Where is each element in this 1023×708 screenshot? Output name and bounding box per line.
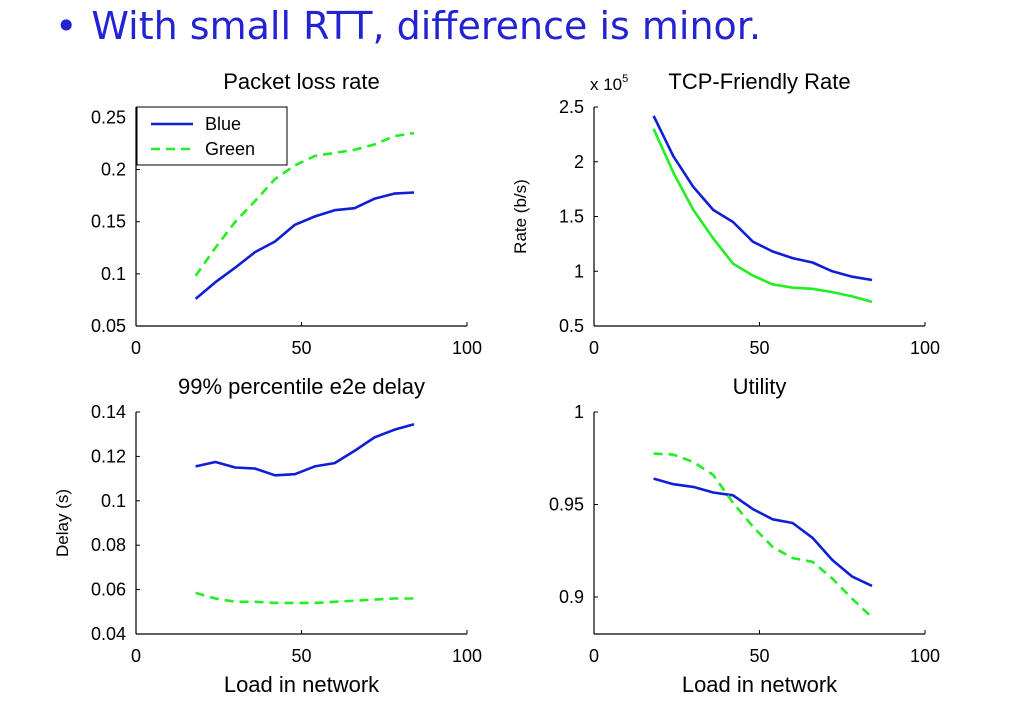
series-line-green (196, 593, 414, 603)
legend-label: Green (205, 139, 255, 159)
chart-delay: 0.04 0.06 0.08 0.1 0.12 0.14 0 50 100 99% percent… (53, 374, 482, 697)
chart-rate: 0.5 1 1.5 2 2.5 0 50 100 TCP-Friendly Rate x 105 R… (511, 69, 940, 358)
series-line-blue (196, 424, 414, 475)
y-tick-label: 1 (574, 402, 584, 422)
scale-note: x 105 (590, 73, 628, 94)
y-tick-label: 0.5 (559, 316, 584, 336)
x-tick-label: 100 (910, 338, 940, 358)
series-line-blue (196, 193, 414, 299)
chart-title: Packet loss rate (223, 69, 380, 94)
y-tick-label: 1.5 (559, 207, 584, 227)
chart-grid: 0.050.10.150.20.250 50 100Packet loss rate… (0, 0, 1023, 708)
y-tick-label: 0.1 (101, 264, 126, 284)
x-tick-label: 50 (291, 646, 311, 666)
y-tick-label: 0.04 (91, 624, 126, 644)
x-tick-label: 50 (291, 338, 311, 358)
series-line-blue (654, 479, 872, 586)
x-tick-label: 100 (452, 646, 482, 666)
x-axis-label: Load in network (682, 672, 838, 697)
y-tick-label: 0.2 (101, 160, 126, 180)
x-tick-label: 50 (749, 646, 769, 666)
x-tick-label: 0 (131, 646, 141, 666)
y-tick-label: 1 (574, 261, 584, 281)
chart-title: TCP-Friendly Rate (668, 69, 850, 94)
y-tick-label: 0.1 (101, 491, 126, 511)
y-tick-label: 2.5 (559, 97, 584, 117)
x-axis-label: Load in network (224, 672, 380, 697)
y-tick-label: 0.14 (91, 402, 126, 422)
y-tick-label: 0.08 (91, 535, 126, 555)
y-tick-label: 0.15 (91, 212, 126, 232)
x-tick-label: 0 (589, 338, 599, 358)
y-tick-label: 0.05 (91, 316, 126, 336)
chart-utility: 0.9 0.95 1 0 50 100 Utility Load in network (549, 374, 940, 697)
y-tick-label: 0.06 (91, 580, 126, 600)
series-line-green (654, 129, 872, 302)
y-tick-label: 0.12 (91, 446, 126, 466)
x-tick-label: 100 (452, 338, 482, 358)
x-tick-label: 50 (749, 338, 769, 358)
chart-loss: 0.05 0.1 0.15 0.2 0.25 0 50 100 Packet loss rate… (91, 69, 482, 358)
y-axis-label: Rate (b/s) (511, 179, 530, 254)
x-tick-label: 0 (589, 646, 599, 666)
y-tick-label: 0.9 (559, 587, 584, 607)
chart-title: Utility (733, 374, 787, 399)
series-line-green (654, 454, 872, 618)
x-tick-label: 100 (910, 646, 940, 666)
x-tick-label: 0 (131, 338, 141, 358)
y-tick-label: 2 (574, 152, 584, 172)
y-axis-label: Delay (s) (53, 489, 72, 557)
y-tick-label: 0.95 (549, 495, 584, 515)
y-tick-label: 0.25 (91, 107, 126, 127)
legend-label: Blue (205, 114, 241, 134)
chart-title: 99% percentile e2e delay (178, 374, 425, 399)
